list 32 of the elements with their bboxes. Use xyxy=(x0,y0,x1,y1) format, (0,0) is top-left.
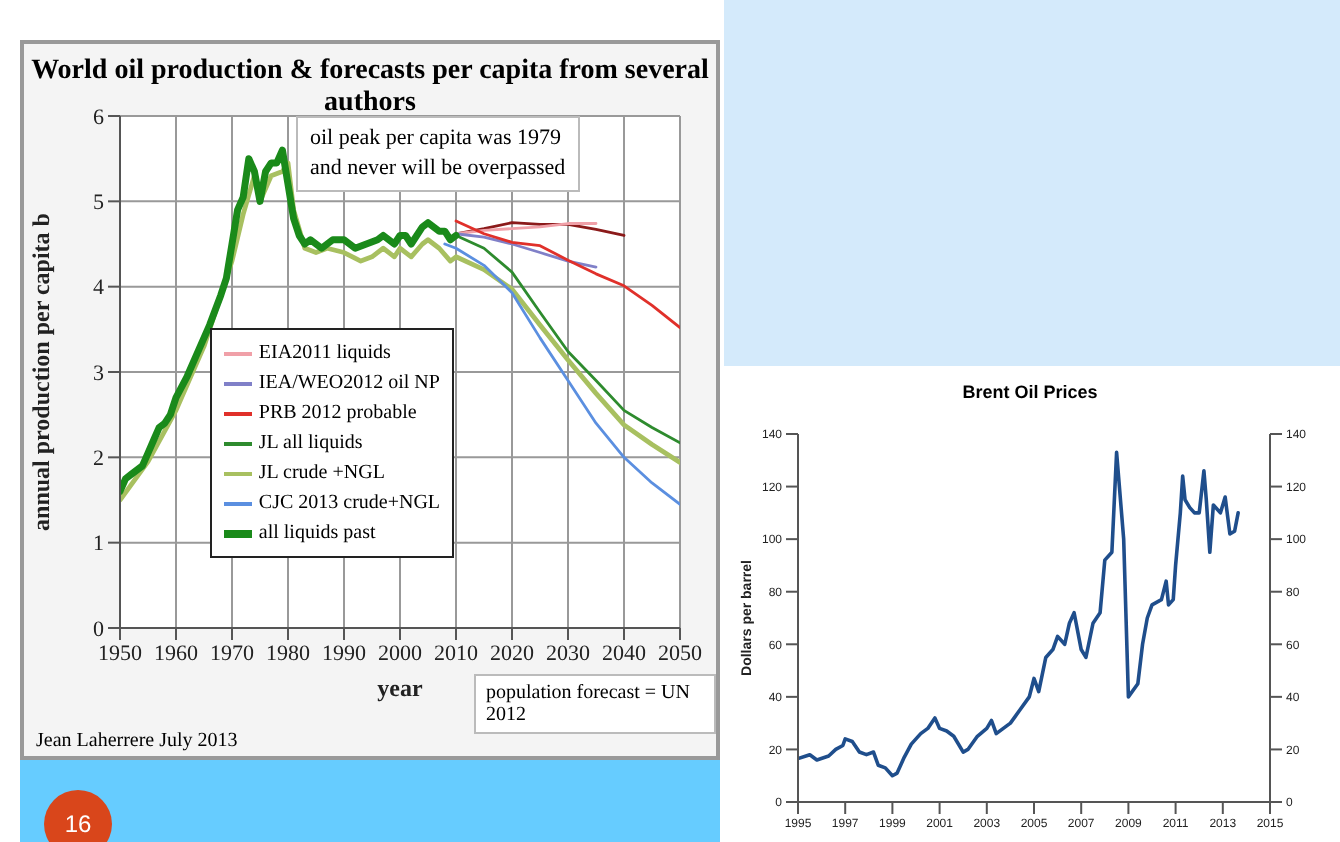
x-axis-title: year xyxy=(377,674,424,702)
legend-label: all liquids past xyxy=(258,522,376,545)
text: population forecast = UN 2012 xyxy=(474,674,716,734)
x-tick-label: 2020 xyxy=(490,641,535,666)
legend-label: JL crude +NGL xyxy=(258,462,385,485)
legend-label: CJC 2013 crude+NGL xyxy=(258,492,441,515)
y-tick-label: 6 xyxy=(93,105,105,130)
x-tick-label: 1990 xyxy=(322,641,367,666)
legend-label: IEA/WEO2012 oil NP xyxy=(258,372,440,395)
y-tick-label: 3 xyxy=(93,361,105,386)
text: Jean Laherrere July 2013 xyxy=(36,730,238,752)
y-tick-label: 0 xyxy=(93,617,105,642)
y-tick-label: 4 xyxy=(93,276,105,301)
y-tick-label: 2 xyxy=(93,447,104,472)
x-tick-label: 1950 xyxy=(98,641,143,666)
x-tick-label: 2030 xyxy=(546,641,591,666)
x-tick-label: 2010 xyxy=(434,641,479,666)
legend-label: EIA2011 liquids xyxy=(258,342,391,365)
x-tick-label: 2050 xyxy=(658,641,703,666)
legend-label: PRB 2012 probable xyxy=(258,402,417,425)
chart-title: Brent Oil Prices xyxy=(960,382,1100,402)
text: 16 xyxy=(44,790,112,842)
x-tick-label: 1960 xyxy=(154,641,199,666)
y-tick-label: 1 xyxy=(93,532,104,557)
y-tick-label: 5 xyxy=(93,191,105,216)
x-tick-label: 2040 xyxy=(602,641,647,666)
annotation: oil peak per capita was 1979 and never will be overpassed xyxy=(296,116,580,192)
x-tick-label: 2000 xyxy=(378,641,423,666)
y-axis-title: annual production per capita b xyxy=(26,212,55,531)
legend-label: JL all liquids xyxy=(258,432,363,455)
x-tick-label: 1980 xyxy=(266,641,311,666)
x-tick-label: 1970 xyxy=(210,641,255,666)
